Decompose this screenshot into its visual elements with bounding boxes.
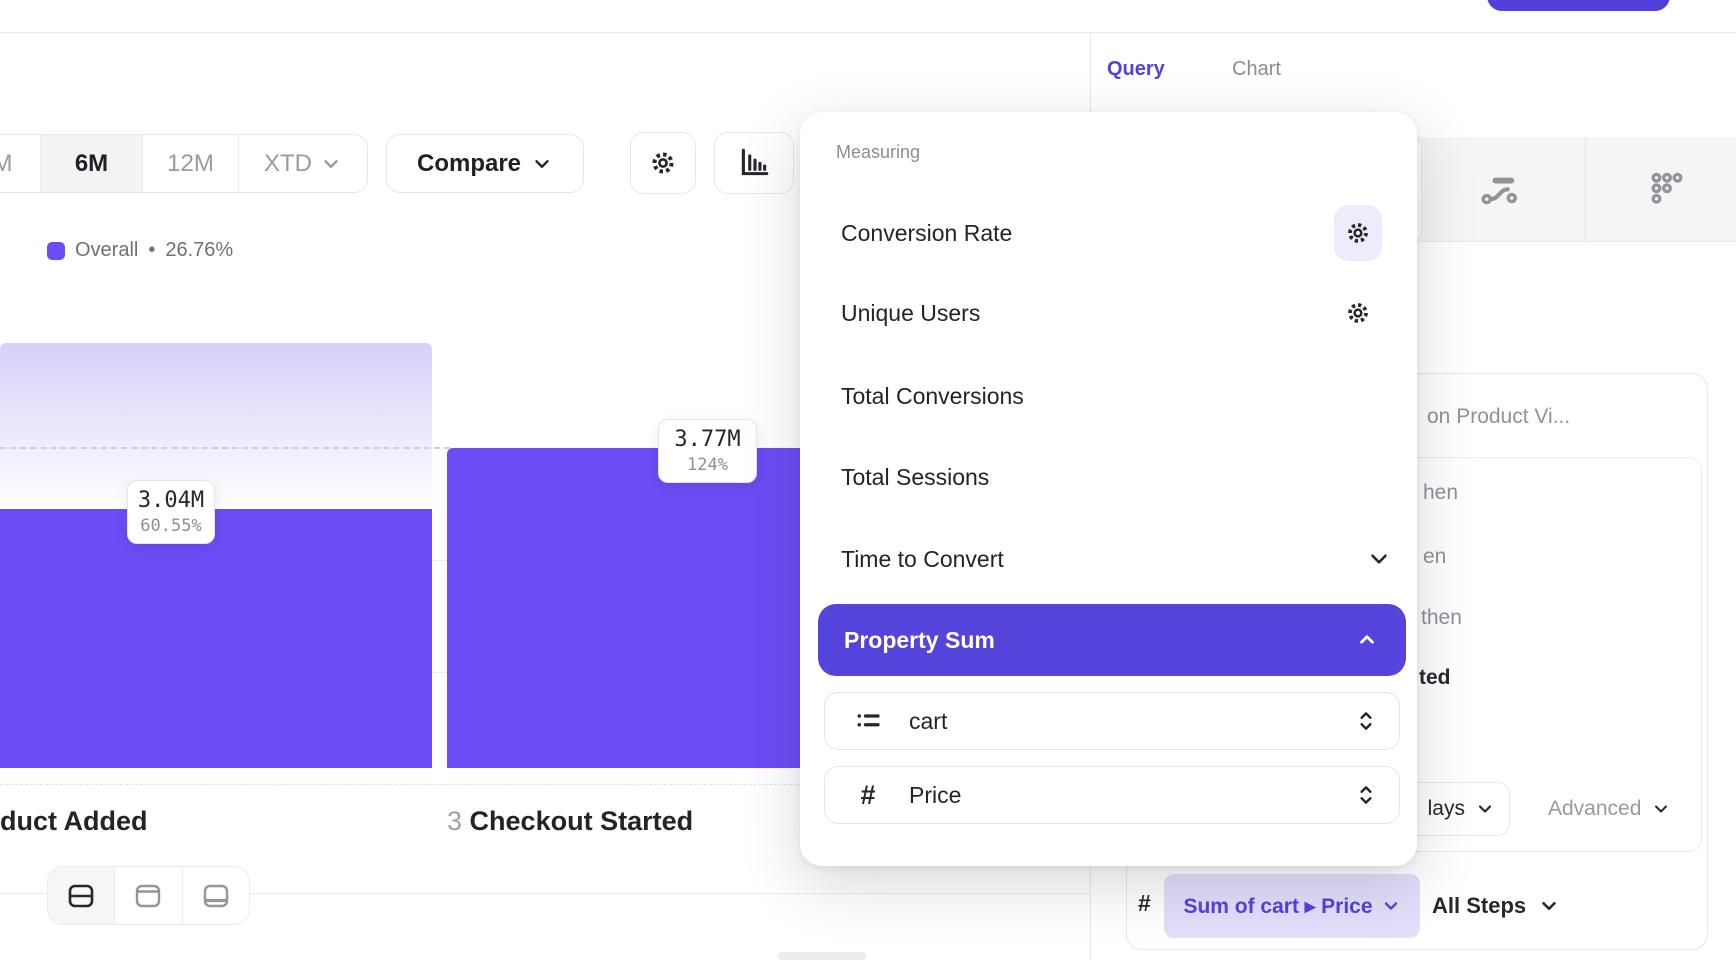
unique-users-settings-button[interactable] — [1334, 285, 1382, 341]
chevron-down-icon — [531, 153, 553, 175]
chevron-down-icon[interactable] — [1366, 546, 1392, 577]
funnel-bar-dropoff-gradient — [0, 343, 432, 510]
conversion-window-fragment: lays — [1427, 797, 1465, 820]
legend-series-label: Overall — [75, 239, 139, 261]
split-horizontal-icon — [65, 880, 97, 912]
toolbar-segment-divider — [1585, 137, 1586, 241]
time-range-3m[interactable]: M — [0, 135, 40, 192]
top-strip — [0, 0, 1736, 33]
updown-stepper-icon — [1357, 783, 1375, 807]
property-selector-value: Price — [909, 781, 962, 808]
menu-item-total-sessions[interactable]: Total Sessions — [841, 463, 990, 490]
time-range-xtd[interactable]: XTD — [238, 135, 367, 192]
layout-split-horizontal-button[interactable] — [48, 867, 115, 924]
step-number: 3 — [447, 806, 463, 836]
clipped-bottom-element — [778, 952, 866, 960]
advanced-label: Advanced — [1548, 797, 1642, 820]
step-fragment-1: hen — [1423, 481, 1459, 504]
time-range-xtd-label: XTD — [264, 149, 312, 177]
list-bullets-icon — [853, 706, 883, 736]
chevron-up-icon — [1354, 627, 1380, 653]
updown-stepper-icon — [1357, 709, 1375, 733]
tooltip-value: 3.04M — [137, 488, 205, 513]
step-fragment-4: ted — [1419, 666, 1451, 689]
chevron-down-icon — [1651, 799, 1671, 819]
event-selector[interactable]: cart — [824, 692, 1400, 750]
chevron-down-icon — [1475, 799, 1495, 819]
dots-grid-icon[interactable] — [1646, 169, 1688, 216]
measure-property-chip[interactable]: Sum of cart ▸ Price — [1164, 874, 1420, 938]
hash-icon: # — [860, 779, 876, 810]
split-bottom-icon — [200, 880, 232, 912]
measure-type-hash: # — [1138, 890, 1151, 916]
menu-item-time-to-convert[interactable]: Time to Convert — [841, 545, 1004, 572]
menu-item-conversion-rate[interactable]: Conversion Rate — [841, 219, 1013, 246]
layout-top-panel-button[interactable] — [114, 867, 181, 924]
menu-item-unique-users[interactable]: Unique Users — [841, 299, 981, 326]
layout-toggle-group — [47, 866, 250, 925]
step-fragment-3: then — [1421, 606, 1462, 629]
gridline — [0, 784, 807, 785]
step-label-checkout-started: 3 Checkout Started — [447, 806, 693, 837]
reference-dashed-line — [0, 447, 450, 449]
event-selector-value: cart — [909, 707, 948, 734]
tooltip-product-added: 3.04M 60.55% — [127, 480, 215, 544]
chart-type-button[interactable] — [714, 132, 794, 194]
series-color-swatch — [47, 241, 65, 260]
legend: Overall • 26.76% — [47, 239, 233, 262]
gear-icon — [647, 147, 679, 179]
tab-query[interactable]: Query — [1107, 58, 1165, 80]
step-label-product-added: duct Added — [0, 806, 148, 836]
menu-item-total-conversions[interactable]: Total Conversions — [841, 382, 1024, 409]
chevron-down-icon — [320, 153, 342, 175]
advanced-button[interactable]: Advanced — [1548, 797, 1671, 821]
chart-footer-divider — [0, 893, 1090, 894]
chevron-down-icon — [1538, 895, 1560, 917]
chart-settings-button[interactable] — [630, 132, 696, 194]
tooltip-percent: 124% — [687, 455, 728, 475]
gear-icon — [1343, 218, 1373, 248]
funnel-bar-checkout-started[interactable] — [447, 448, 807, 768]
funnel-bar-product-added[interactable] — [0, 509, 432, 768]
tooltip-checkout-started: 3.77M 124% — [658, 419, 757, 483]
legend-separator: • — [148, 239, 156, 261]
all-steps-label: All Steps — [1432, 893, 1527, 918]
time-range-12m[interactable]: 12M — [142, 135, 238, 192]
step-name: Checkout Started — [469, 806, 694, 836]
property-sum-label: Property Sum — [844, 626, 995, 653]
time-range-6m[interactable]: 6M — [40, 135, 142, 192]
layout-bottom-panel-button[interactable] — [181, 867, 249, 924]
menu-item-property-sum-selected[interactable]: Property Sum — [818, 604, 1406, 676]
tooltip-value: 3.77M — [674, 427, 741, 452]
measuring-popover-header: Measuring — [836, 142, 921, 162]
tooltip-percent: 60.55% — [140, 516, 202, 536]
gear-icon — [1343, 298, 1373, 328]
property-selector[interactable]: # Price — [824, 766, 1400, 824]
builder-header-fragment: on Product Vi... — [1427, 405, 1571, 428]
time-range-control: M 6M 12M XTD — [0, 134, 368, 193]
split-top-icon — [132, 880, 164, 912]
step-fragment-2: en — [1423, 545, 1447, 568]
funnel-flow-icon[interactable] — [1478, 169, 1520, 216]
bar-chart-icon — [737, 146, 771, 180]
all-steps-dropdown[interactable]: All Steps — [1432, 874, 1560, 938]
compare-label: Compare — [416, 149, 522, 177]
chevron-down-icon — [1381, 896, 1401, 916]
conversion-rate-settings-button[interactable] — [1334, 205, 1382, 261]
tab-chart[interactable]: Chart — [1232, 58, 1281, 80]
measure-property-label: Sum of cart ▸ Price — [1183, 894, 1373, 918]
compare-button[interactable]: Compare — [386, 134, 584, 193]
legend-value: 26.76% — [165, 239, 234, 261]
primary-action-button[interactable] — [1487, 0, 1670, 11]
